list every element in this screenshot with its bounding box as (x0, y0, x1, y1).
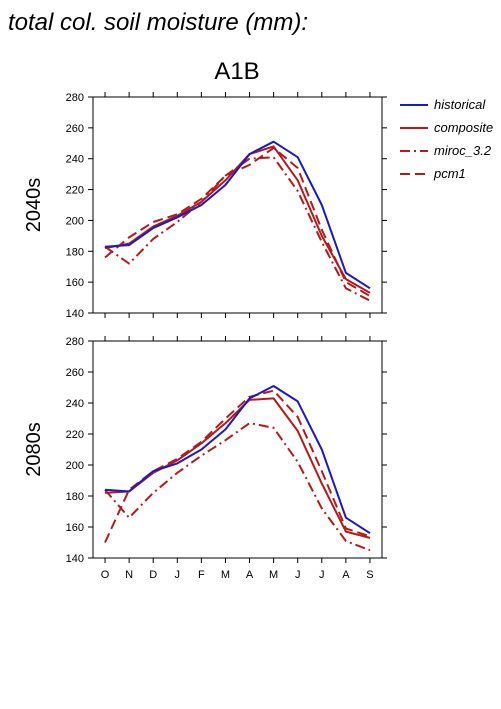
series-line-miroc_3.2 (104, 156, 371, 302)
y-tick-label: 180 (66, 491, 84, 503)
y-tick-label: 280 (66, 336, 84, 348)
x-tick-label: S (366, 569, 373, 581)
legend: historical composite miroc_3.2 pcm1 (400, 97, 493, 181)
scenario-subtitle: A1B (214, 58, 259, 85)
legend-label-composite: composite (434, 120, 493, 135)
x-tick-label: A (342, 569, 350, 581)
legend-label-historical: historical (434, 97, 486, 112)
plot-frame (92, 96, 383, 314)
x-tick-label: J (295, 569, 301, 581)
y-tick-label: 220 (66, 429, 84, 441)
x-tick-label: F (198, 569, 205, 581)
panel-2040s: 140 160 180 200 220 240 260 280 2040s (23, 92, 387, 320)
y-tick-label: 180 (66, 246, 84, 258)
row-label: 2040s (23, 178, 45, 233)
y-tick-label: 160 (66, 522, 84, 534)
plot-frame (92, 340, 383, 559)
x-tick-label: N (125, 569, 133, 581)
y-tick-label: 200 (66, 215, 84, 227)
chart-panels: 140 160 180 200 220 240 260 280 2040s 140 160 180 20… (23, 92, 387, 581)
y-tick-label: 240 (66, 398, 84, 410)
y-tick-label: 260 (66, 123, 84, 135)
x-tick-label: O (101, 569, 110, 581)
series-line-historical (104, 140, 371, 290)
y-tick-label: 160 (66, 277, 84, 289)
y-tick-label: 240 (66, 154, 84, 166)
y-tick-label: 140 (66, 308, 84, 320)
x-tick-label: A (246, 569, 254, 581)
x-tick-label: M (269, 569, 278, 581)
legend-label-pcm1: pcm1 (433, 166, 466, 181)
y-tick-label: 140 (66, 553, 84, 565)
series-line-composite (104, 397, 371, 539)
series-line-miroc_3.2 (104, 422, 371, 552)
y-tick-label: 280 (66, 92, 84, 104)
y-tick-label: 220 (66, 185, 84, 197)
row-label: 2080s (23, 422, 45, 477)
panel-2080s: 140 160 180 200 220 240 260 280 O N D J F M A M J J A S 2080… (23, 336, 387, 581)
legend-label-miroc_3.2: miroc_3.2 (434, 143, 492, 158)
figure-title: total col. soil moisture (mm): (8, 9, 308, 36)
x-tick-label: J (319, 569, 325, 581)
x-tick-label: J (175, 569, 181, 581)
y-tick-label: 200 (66, 460, 84, 472)
x-tick-label: M (221, 569, 230, 581)
y-tick-label: 260 (66, 367, 84, 379)
series-line-historical (104, 385, 371, 535)
x-tick-label: D (149, 569, 157, 581)
